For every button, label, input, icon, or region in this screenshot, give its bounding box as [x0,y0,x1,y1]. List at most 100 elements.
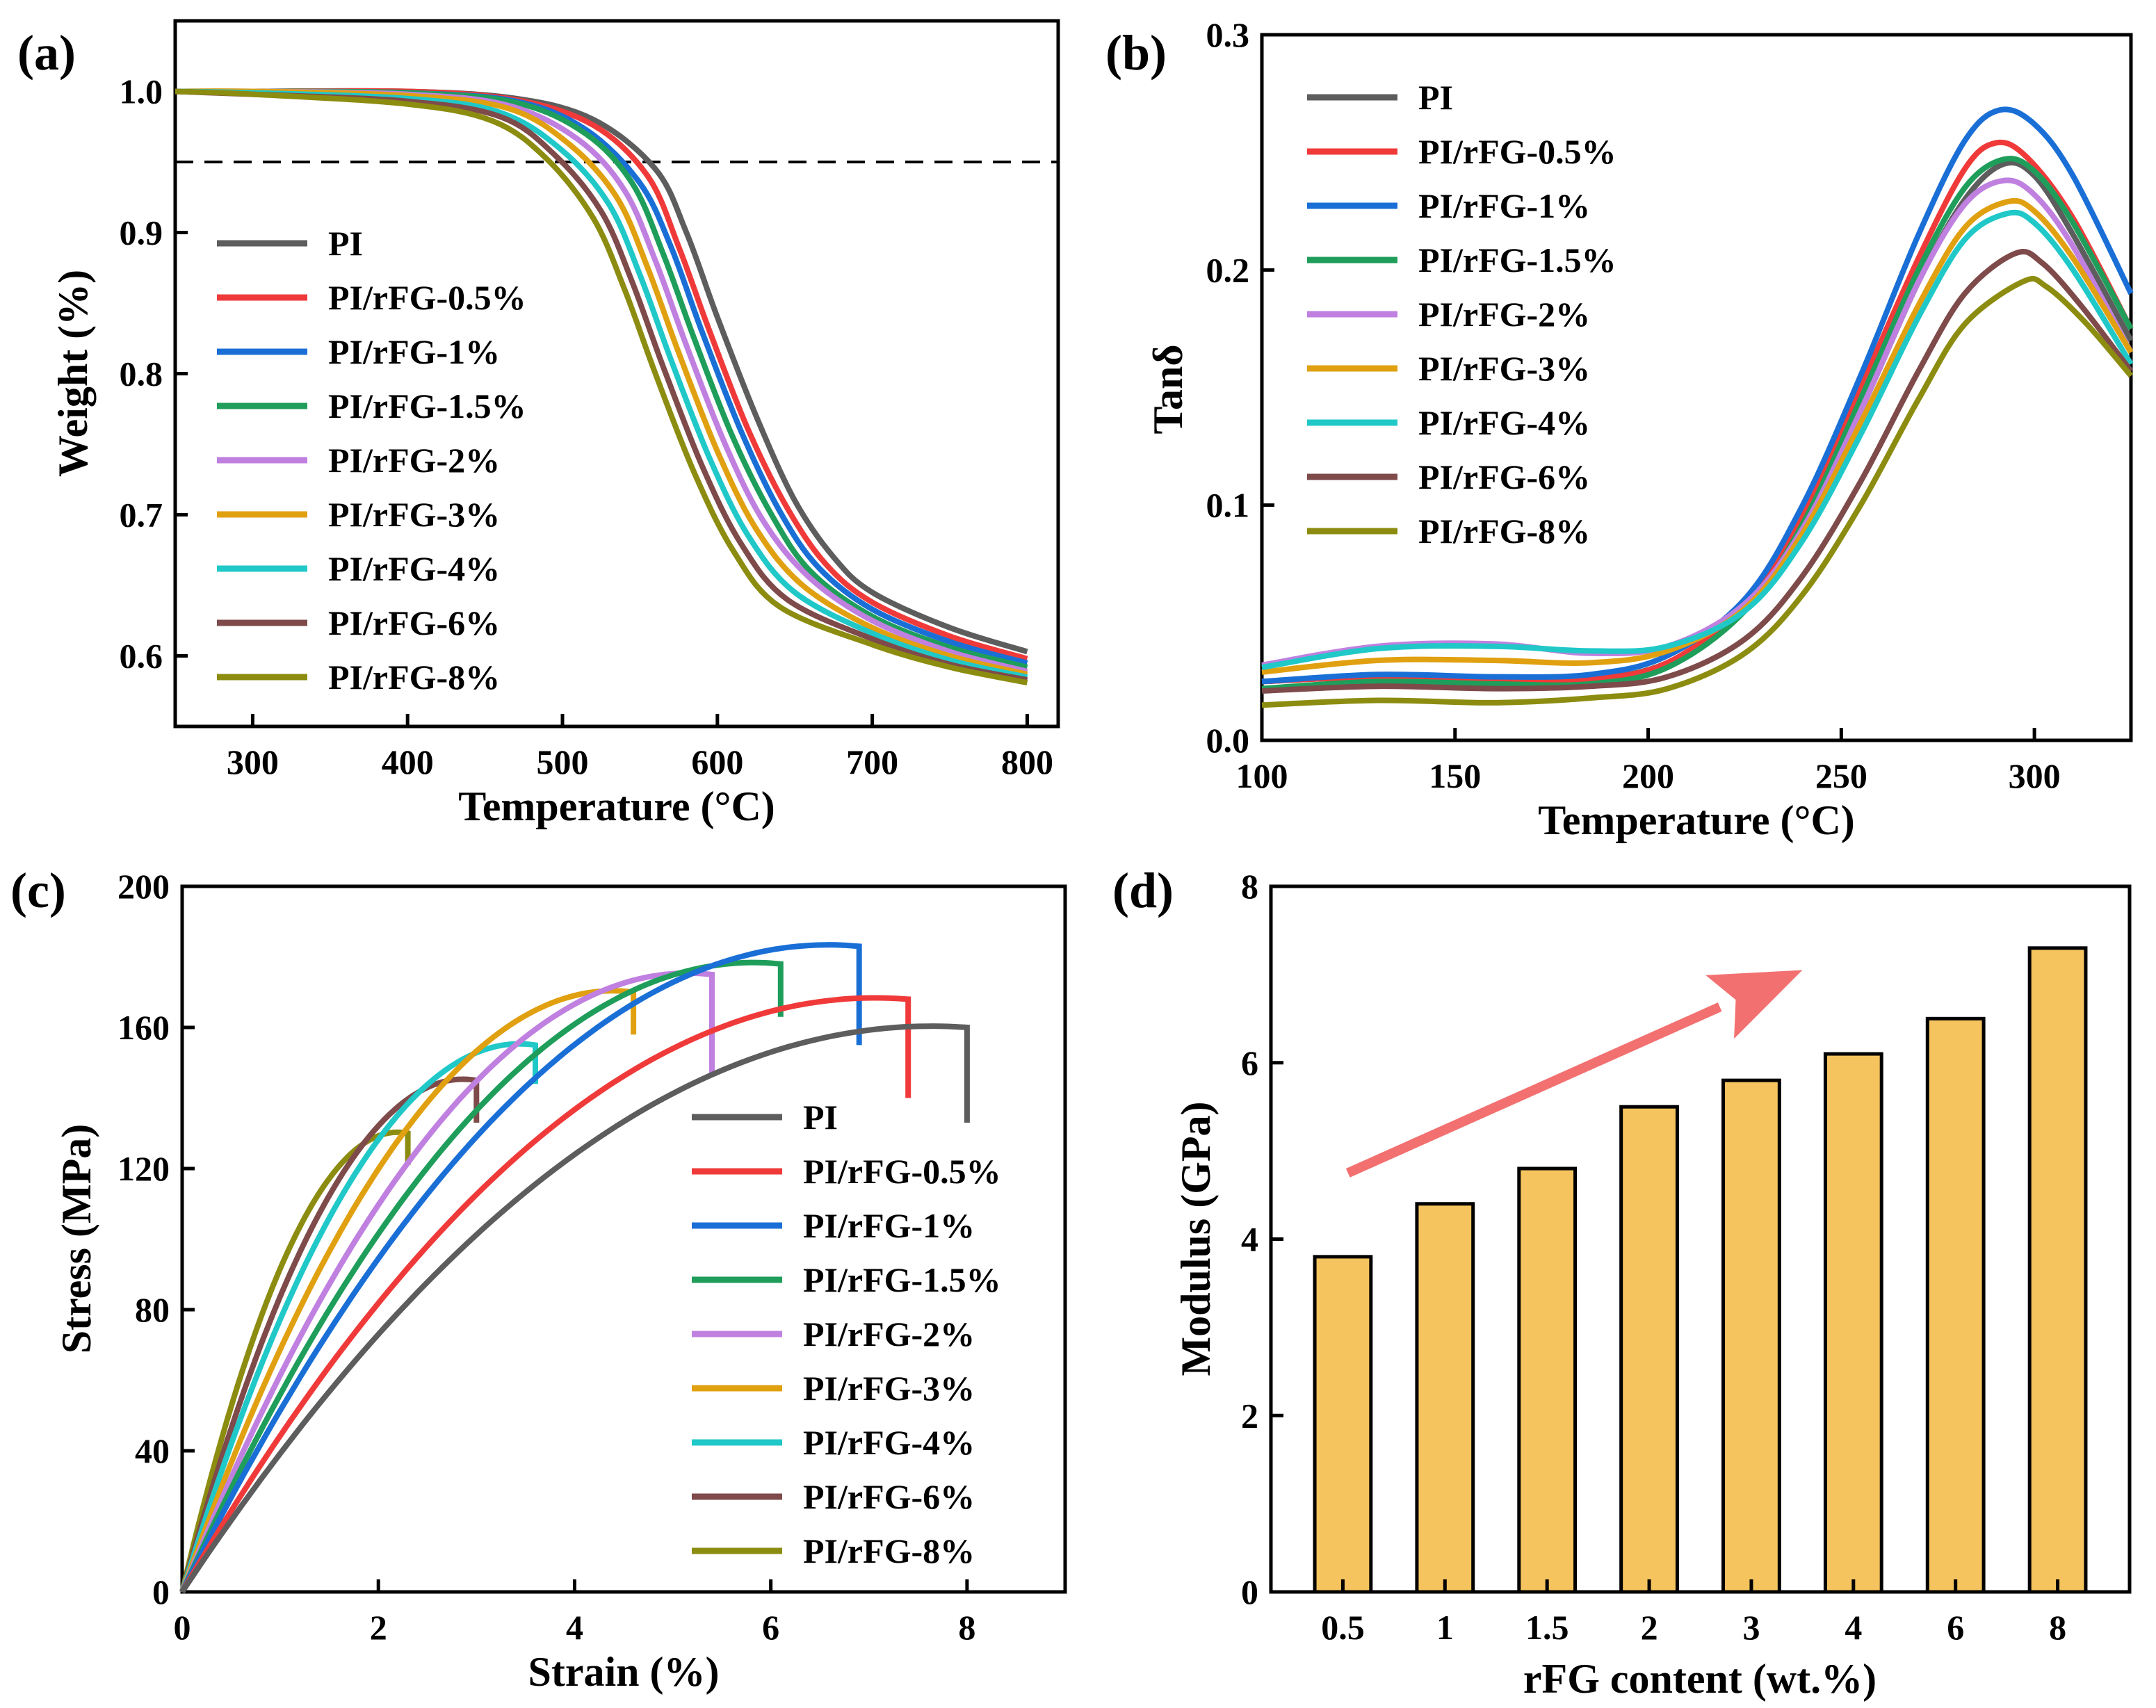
panel-a-x-tick-label: 700 [846,742,898,781]
panel-b-y-axis-label: Tanδ [1145,344,1191,434]
panel-a-series-line [175,88,1028,686]
panel-b-legend-label: PI/rFG-4% [1418,403,1590,442]
panel-c-legend-label: PI/rFG-2% [803,1315,975,1353]
panel-b-label: (b) [1105,25,1167,81]
panel-b-legend-label: PI/rFG-6% [1418,457,1590,496]
panel-c-legend-label: PI [803,1098,838,1137]
panel-b-x-axis-label: Temperature (°C) [1538,797,1855,843]
panel-c-legend-label: PI/rFG-1% [803,1206,975,1245]
panel-a-y-tick-label: 0.8 [120,355,163,393]
panel-d-bar [1721,1078,1781,1594]
panel-b-series-line [1261,209,2134,671]
panel-c-y-tick-label: 80 [135,1290,170,1329]
panel-a-legend-label: PI/rFG-8% [328,658,500,697]
panel-a-label: (a) [17,25,76,81]
panel-d-category-label: 4 [1845,1608,1862,1647]
panel-c-y-tick-label: 120 [117,1149,170,1188]
panel-d-category-label: 2 [1641,1608,1658,1647]
panel-b-tand-chart: (b) 100 150 200 250 300 0.0 0.1 0.2 0.3 PI PI/rFG… [1105,15,2134,843]
panel-c-series-line [179,1129,411,1593]
panel-a-series-line [175,88,1028,677]
panel-b-y-tick-label: 0.0 [1206,721,1250,760]
panel-c-frame [180,884,1067,1594]
panel-d-x-axis-label: rFG content (wt.%) [1523,1656,1877,1702]
panel-d-bar [1415,1202,1475,1594]
panel-c-x-axis-label: Strain (%) [528,1649,720,1695]
panel-d-bar [1619,1105,1679,1594]
panel-d-y-axis-label: Modulus (GPa) [1173,1101,1219,1376]
panel-b-x-tick-label: 100 [1236,756,1288,795]
panel-a-tga-chart: (a) 300 400 500 600 700 800 0.6 0.7 0.8 0.9 1.0 PI… [17,19,1060,829]
panel-a-legend-label: PI/rFG-2% [328,441,500,480]
panel-c-series-line [179,988,637,1593]
panel-b-series-line [1261,197,2134,675]
panel-d-category-label: 6 [1947,1608,1964,1647]
panel-d-y-tick-label: 8 [1241,867,1258,906]
panel-a-legend-label: PI/rFG-4% [328,549,500,588]
panel-c-legend-label: PI/rFG-3% [803,1369,975,1408]
panel-c-series-line [179,942,862,1593]
panel-c-legend-label: PI/rFG-4% [803,1423,975,1462]
panel-d-bar [1925,1016,1986,1594]
panel-a-y-tick-label: 1.0 [120,72,163,111]
panel-d-y-tick-label: 6 [1241,1043,1258,1082]
panel-c-legend-label: PI/rFG-8% [803,1531,975,1570]
panel-c-x-tick-label: 4 [566,1608,583,1647]
panel-c-legend-label: PI/rFG-6% [803,1477,975,1516]
panel-a-x-tick-label: 500 [537,742,589,781]
panel-d-y-tick-label: 2 [1241,1396,1258,1435]
panel-b-x-tick-label: 150 [1429,756,1481,795]
panel-b-series-line [1261,139,2134,685]
panel-a-x-tick-label: 400 [382,742,434,781]
panel-c-y-axis-label: Stress (MPa) [54,1124,99,1353]
panel-b-legend-label: PI/rFG-8% [1418,512,1590,551]
panel-b-series-line [1261,248,2134,694]
panel-d-y-tick-label: 4 [1241,1220,1258,1259]
panel-a-legend-label: PI/rFG-1.5% [328,387,526,425]
panel-c-series-line [179,995,911,1594]
panel-c-label: (c) [10,863,66,918]
panel-b-legend-label: PI/rFG-1.5% [1418,241,1616,279]
panel-c-y-tick-label: 160 [117,1008,170,1047]
panel-b-x-tick-label: 200 [1622,756,1674,795]
panel-a-x-axis-label: Temperature (°C) [458,783,775,829]
panel-b-series-line [1261,156,2134,692]
panel-c-legend-label: PI/rFG-1.5% [803,1260,1001,1299]
panel-d-y-tick-label: 0 [1241,1572,1258,1611]
panel-d-category-label: 0.5 [1321,1608,1365,1647]
panel-a-x-tick-label: 300 [227,742,279,781]
panel-b-y-tick-label: 0.1 [1206,486,1250,525]
panel-b-x-tick-label: 250 [1815,756,1867,795]
panel-d-category-label: 1.5 [1525,1608,1569,1647]
panel-b-legend-label: PI [1418,78,1453,117]
panel-a-y-tick-label: 0.6 [120,637,163,676]
panel-d-category-label: 3 [1742,1608,1760,1647]
panel-a-y-tick-label: 0.7 [120,496,163,535]
panel-a-legend-label: PI/rFG-6% [328,603,500,642]
panel-b-legend-label: PI/rFG-1% [1418,186,1590,225]
panel-c-series-line [179,970,715,1593]
panel-d-bar [1823,1052,1883,1594]
trend-arrow-shaft [1345,1002,1722,1178]
panel-b-x-tick-label: 300 [2009,756,2061,795]
panel-b-y-tick-label: 0.2 [1206,250,1250,289]
panel-a-series-line [175,88,1028,683]
panel-d-frame [1269,884,2132,1594]
panel-b-series-line [1261,275,2134,708]
panel-d-modulus-chart: (d) 0 2 4 6 8 0.5 1 1.5 2 3 4 6 8 rFG content (wt.%… [1112,863,2132,1702]
panel-d-category-label: 1 [1436,1608,1454,1647]
panel-b-y-tick-label: 0.3 [1206,15,1250,54]
panel-c-x-tick-label: 0 [174,1608,191,1647]
panel-c-series-line [179,1023,970,1594]
panel-a-legend-label: PI/rFG-0.5% [328,278,526,317]
panel-c-legend-label: PI/rFG-0.5% [803,1152,1001,1191]
panel-b-legend-label: PI/rFG-2% [1418,295,1590,334]
panel-d-category-label: 8 [2049,1608,2066,1647]
panel-c-x-tick-label: 2 [370,1608,387,1647]
panel-c-y-tick-label: 200 [117,867,170,906]
panel-a-legend-label: PI/rFG-3% [328,495,500,534]
panel-d-bar [1517,1166,1578,1594]
panel-b-legend-label: PI/rFG-3% [1418,349,1590,388]
